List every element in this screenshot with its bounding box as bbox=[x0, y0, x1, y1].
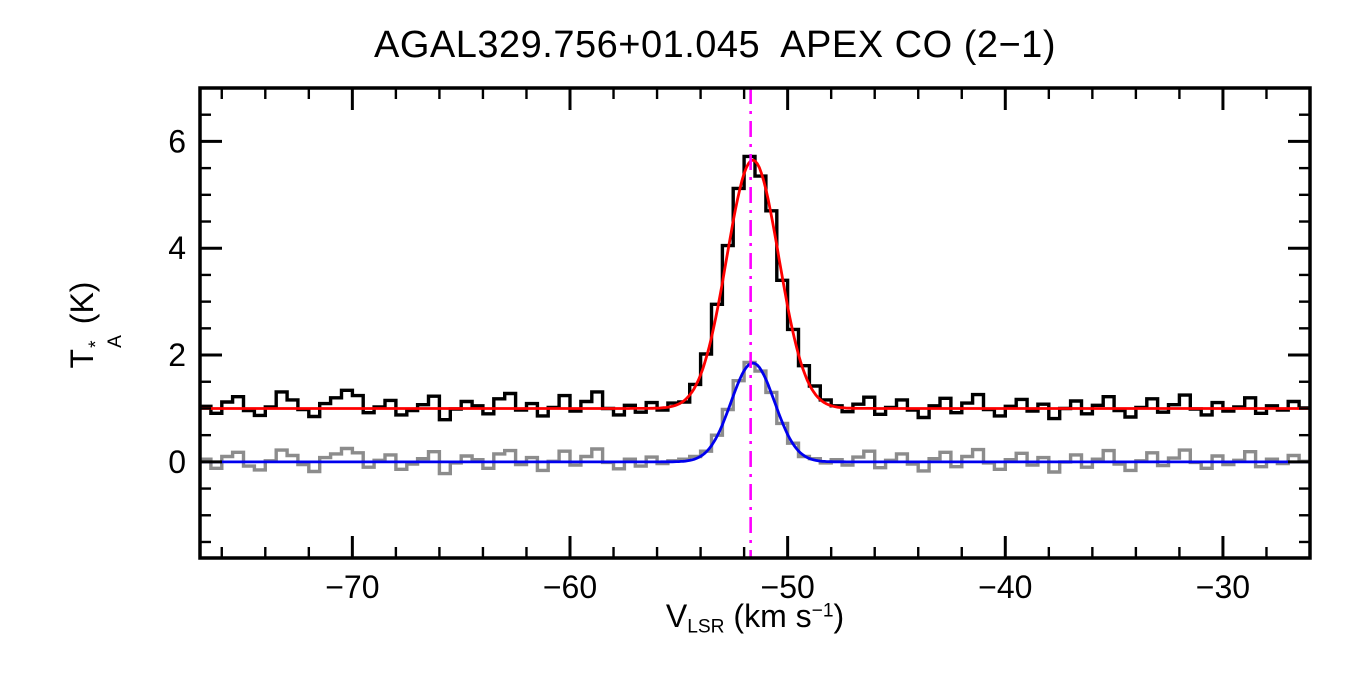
plot-title: AGAL329.756+01.045 APEX CO (2−1) bbox=[374, 24, 1056, 66]
svg-text:−50: −50 bbox=[761, 569, 815, 605]
svg-text:−60: −60 bbox=[543, 569, 597, 605]
x-axis-unit-pre: (km s bbox=[724, 598, 812, 634]
svg-text:2: 2 bbox=[168, 337, 186, 373]
svg-text:−40: −40 bbox=[978, 569, 1032, 605]
svg-text:6: 6 bbox=[168, 123, 186, 159]
svg-text:−30: −30 bbox=[1196, 569, 1250, 605]
x-axis-exponent: −1 bbox=[811, 600, 834, 622]
y-axis-superscript: * bbox=[85, 340, 107, 348]
svg-text:0: 0 bbox=[168, 444, 186, 480]
y-axis-subscript: A bbox=[105, 335, 127, 348]
svg-text:4: 4 bbox=[168, 230, 186, 266]
x-axis-symbol: V bbox=[665, 598, 688, 634]
svg-text:−70: −70 bbox=[325, 569, 379, 605]
x-axis-unit-post: ) bbox=[833, 598, 845, 634]
y-axis-unit: (K) bbox=[64, 281, 101, 334]
x-axis-label: VLSR (km s−1) bbox=[666, 598, 844, 638]
y-axis-supsub: * A bbox=[85, 335, 127, 348]
y-axis-symbol: T bbox=[64, 348, 101, 369]
x-axis-subscript: LSR bbox=[687, 616, 725, 638]
y-axis-label: T * A (K) bbox=[64, 282, 126, 369]
